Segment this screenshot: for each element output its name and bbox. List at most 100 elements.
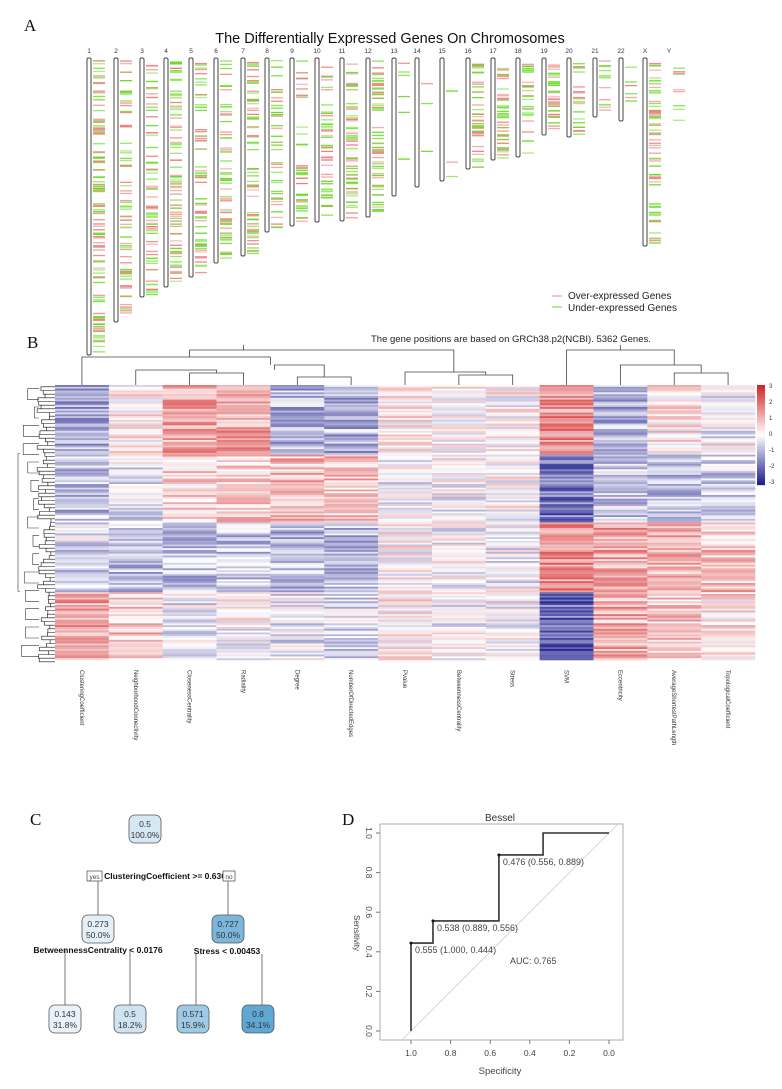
heatmap-cell bbox=[431, 590, 487, 593]
heatmap-cell bbox=[324, 628, 379, 631]
heatmap-cell bbox=[55, 528, 110, 531]
gene-mark bbox=[146, 215, 158, 217]
heatmap-cell bbox=[593, 427, 648, 430]
heatmap-cell bbox=[162, 385, 217, 388]
gene-mark bbox=[472, 91, 484, 94]
gene-mark bbox=[321, 195, 333, 197]
gene-mark bbox=[271, 180, 283, 182]
gene-mark bbox=[120, 245, 132, 247]
heatmap-cell bbox=[216, 507, 271, 510]
heatmap-cell bbox=[378, 630, 433, 633]
gene-mark bbox=[146, 257, 158, 259]
heatmap-cell bbox=[270, 561, 325, 564]
gene-mark bbox=[220, 173, 232, 175]
gene-mark bbox=[346, 177, 358, 179]
gene-mark bbox=[220, 236, 232, 238]
gene-mark bbox=[372, 142, 384, 144]
gene-mark bbox=[247, 231, 259, 233]
gene-mark bbox=[372, 185, 384, 187]
heatmap-cell bbox=[431, 581, 487, 584]
gene-mark bbox=[271, 203, 283, 206]
gene-mark bbox=[93, 121, 105, 123]
heatmap-cell bbox=[216, 392, 271, 395]
gene-mark bbox=[247, 171, 259, 174]
heatmap-cell bbox=[539, 423, 594, 426]
gene-mark bbox=[220, 220, 232, 222]
heatmap-cell bbox=[162, 586, 217, 589]
gene-mark bbox=[220, 60, 232, 62]
heatmap-cell bbox=[162, 564, 217, 567]
heatmap-cell bbox=[324, 441, 379, 444]
heatmap-cell bbox=[647, 440, 702, 443]
gene-mark bbox=[170, 129, 182, 131]
heatmap-cell bbox=[485, 511, 540, 514]
heatmap-cell bbox=[162, 507, 217, 510]
colorbar-tick: -1 bbox=[769, 448, 775, 454]
heatmap-cell bbox=[485, 619, 540, 622]
heatmap-cell bbox=[485, 493, 540, 496]
gene-mark bbox=[220, 242, 232, 245]
chromosome-label: 14 bbox=[413, 48, 421, 55]
heatmap-cell bbox=[55, 553, 110, 556]
heatmap-cell bbox=[216, 544, 271, 547]
heatmap-cell bbox=[539, 588, 594, 591]
heatmap-cell bbox=[324, 537, 379, 540]
gene-mark bbox=[170, 271, 182, 273]
heatmap-cell bbox=[270, 407, 325, 410]
heatmap-cell bbox=[216, 575, 271, 578]
heatmap-cell bbox=[270, 610, 325, 613]
gene-mark bbox=[247, 98, 259, 101]
heatmap-column-label: BetweennessCentrality bbox=[455, 670, 461, 731]
heatmap-cell bbox=[539, 579, 594, 582]
gene-mark bbox=[673, 108, 685, 110]
heatmap-cell bbox=[55, 566, 110, 569]
gene-mark bbox=[247, 232, 259, 235]
heatmap-cell bbox=[162, 562, 217, 565]
heatmap-cell bbox=[270, 573, 325, 576]
heatmap-cell bbox=[216, 529, 271, 532]
heatmap-cell bbox=[55, 518, 110, 521]
heatmap-cell bbox=[485, 529, 540, 532]
tree-leaf-box bbox=[241, 1004, 275, 1034]
heatmap-cell bbox=[324, 493, 379, 496]
heatmap-cell bbox=[539, 606, 594, 609]
gene-mark bbox=[220, 85, 232, 87]
heatmap-cell bbox=[485, 544, 540, 547]
tree-left-node-value: 0.273 bbox=[87, 919, 109, 929]
heatmap-cell bbox=[108, 429, 163, 432]
heatmap-cell bbox=[55, 654, 110, 657]
column-dendrogram-branch bbox=[274, 364, 325, 377]
heatmap-cell bbox=[378, 656, 433, 659]
heatmap-cell bbox=[485, 555, 540, 558]
heatmap-cell bbox=[378, 467, 433, 470]
heatmap-cell bbox=[539, 572, 594, 575]
heatmap-cell bbox=[647, 634, 702, 637]
heatmap-cell bbox=[431, 577, 487, 580]
heatmap-cell bbox=[701, 634, 756, 637]
heatmap-cell bbox=[162, 449, 217, 452]
heatmap-cell bbox=[647, 601, 702, 604]
gene-mark bbox=[649, 181, 661, 183]
heatmap-cell bbox=[108, 647, 163, 650]
heatmap-cell bbox=[270, 489, 325, 492]
heatmap-cell bbox=[270, 559, 325, 562]
heatmap-cell bbox=[162, 546, 217, 549]
gene-mark bbox=[120, 273, 132, 275]
colorbar-segment bbox=[757, 399, 765, 402]
heatmap-cell bbox=[270, 650, 325, 653]
heatmap-cell bbox=[701, 476, 756, 479]
heatmap-cell bbox=[593, 573, 648, 576]
heatmap-cell bbox=[485, 562, 540, 565]
gene-mark bbox=[247, 103, 259, 105]
gene-mark bbox=[93, 185, 105, 187]
heatmap-cell bbox=[647, 540, 702, 543]
gene-mark bbox=[673, 89, 685, 91]
heatmap-cell bbox=[108, 423, 163, 426]
heatmap-cell bbox=[378, 500, 433, 503]
heatmap-cell bbox=[647, 443, 702, 446]
heatmap-cell bbox=[55, 616, 110, 619]
heatmap-cell bbox=[55, 636, 110, 639]
chromosome-label: 1 bbox=[87, 48, 91, 55]
gene-mark bbox=[472, 71, 484, 73]
heatmap-cell bbox=[593, 595, 648, 598]
